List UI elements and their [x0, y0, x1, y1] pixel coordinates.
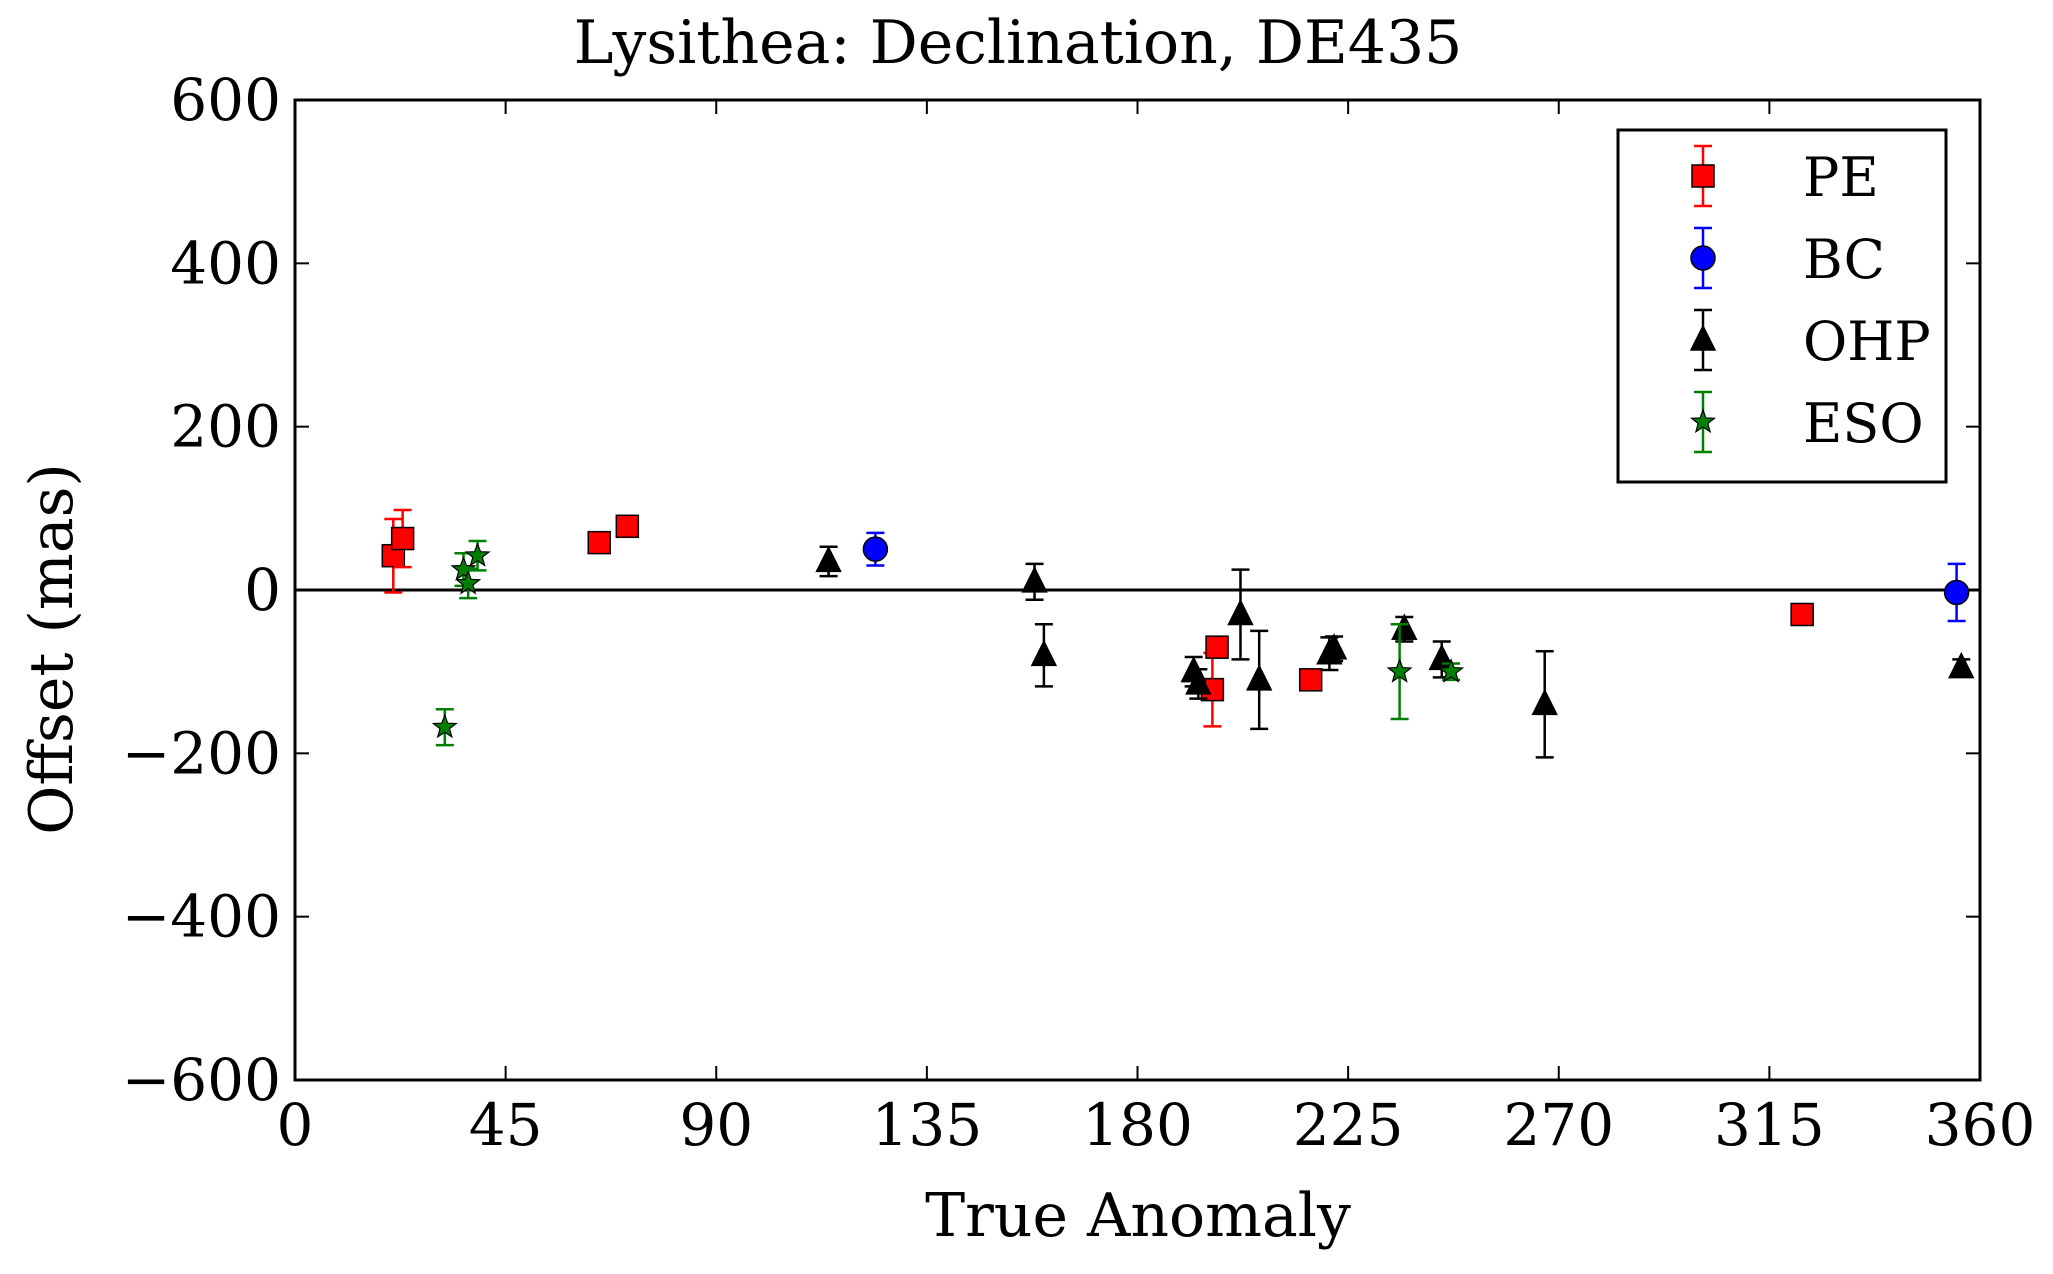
data-point-pe	[390, 526, 415, 551]
x-axis-label: True Anomaly	[925, 1181, 1351, 1251]
legend-marker-icon	[1689, 408, 1717, 434]
y-tick-label: −600	[122, 1046, 281, 1114]
data-point-ohp	[1030, 639, 1058, 667]
legend-entry-bc: BC	[1690, 226, 1885, 291]
chart-title: Lysithea: Declination, DE435	[574, 8, 1463, 78]
legend-marker-icon	[1691, 164, 1715, 188]
y-tick-label: −200	[122, 719, 281, 787]
x-tick-label: 360	[1925, 1091, 2036, 1159]
data-point-ohp	[1227, 598, 1254, 626]
x-tick-label: 90	[679, 1091, 753, 1159]
data-point-ohp	[815, 545, 842, 573]
data-point-eso	[1386, 657, 1413, 683]
legend-entry-ohp: OHP	[1689, 308, 1931, 373]
x-tick-label: 45	[469, 1091, 543, 1159]
legend: PE BC OHP ESO	[1616, 128, 1948, 484]
x-tick-label: 0	[277, 1091, 314, 1159]
data-point-eso	[455, 569, 482, 595]
legend-label: ESO	[1803, 392, 1924, 455]
legend-label: PE	[1803, 146, 1879, 209]
data-point-pe	[587, 530, 611, 555]
series-ohp	[815, 545, 1975, 759]
data-point-ohp	[1185, 668, 1212, 695]
data-point-ohp	[1320, 633, 1348, 660]
data-point-ohp	[1245, 664, 1273, 691]
data-point-ohp	[1391, 613, 1418, 640]
x-tick-label: 135	[872, 1091, 983, 1159]
y-axis-label: Offset (mas)	[17, 463, 87, 835]
y-tick-label: −400	[122, 883, 281, 951]
series-pe	[381, 508, 1814, 728]
plot-area: 0 45 90 135 180 225 270 315 360 600 400 200 0 −200 −40…	[122, 66, 2036, 1159]
data-point-eso	[1438, 657, 1465, 683]
data-point-eso	[431, 713, 458, 739]
data-point-bc	[862, 536, 889, 562]
series-eso	[431, 539, 1465, 747]
data-point-pe	[1205, 635, 1229, 659]
data-point-ohp	[1948, 651, 1975, 679]
x-tick-label: 180	[1082, 1091, 1193, 1159]
legend-marker-icon	[1690, 245, 1716, 271]
y-tick-label: 200	[170, 393, 281, 461]
y-tick-label: 0	[244, 556, 281, 624]
data-point-pe	[1790, 602, 1814, 627]
data-point-bc	[1943, 579, 1970, 606]
data-point-ohp	[1531, 688, 1558, 716]
data-point-eso	[464, 541, 491, 567]
legend-box	[1616, 128, 1948, 484]
y-tick-label: 600	[170, 66, 281, 134]
data-point-pe	[615, 514, 640, 539]
legend-label: OHP	[1803, 310, 1931, 373]
y-tick-label: 400	[170, 229, 281, 297]
legend-marker-icon	[1689, 324, 1717, 351]
x-tick-label: 270	[1503, 1091, 1614, 1159]
x-tick-label: 225	[1293, 1091, 1404, 1159]
data-point-ohp	[1021, 566, 1048, 593]
legend-label: BC	[1803, 228, 1885, 291]
legend-entry-pe: PE	[1691, 144, 1879, 209]
series-bc	[862, 531, 1970, 623]
x-tick-label: 315	[1714, 1091, 1825, 1159]
data-point-pe	[1298, 668, 1323, 692]
legend-entry-eso: ESO	[1689, 390, 1924, 455]
